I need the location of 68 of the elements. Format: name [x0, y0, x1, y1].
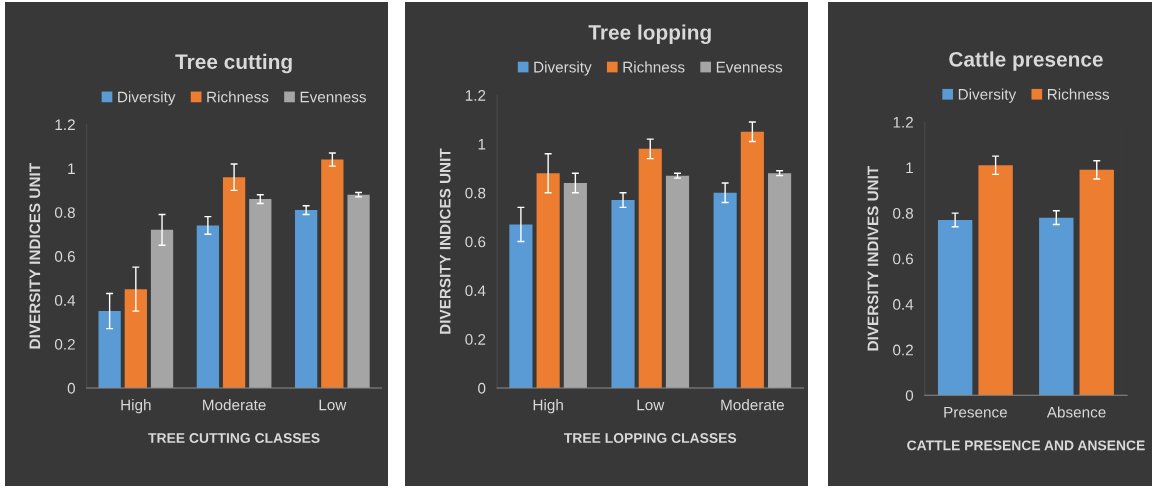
y-tick-label: 0.4 — [465, 285, 486, 297]
bar — [150, 229, 174, 388]
x-axis-title: TREE LOPPING CLASSES — [563, 433, 737, 443]
bar — [98, 311, 121, 388]
y-tick-label: 0.4 — [893, 299, 914, 310]
bar — [937, 219, 973, 396]
x-tick-label: High — [121, 399, 151, 414]
legend-label: Richness — [1047, 88, 1110, 100]
x-tick-label: Low — [637, 399, 665, 411]
x-tick-label: Absence — [1046, 406, 1106, 418]
chart-title: Cattle presence — [949, 51, 1103, 71]
bar — [563, 183, 587, 388]
chart-title: Tree cutting — [175, 53, 292, 74]
y-tick-label: 0.4 — [54, 294, 76, 306]
y-tick-label: 0.8 — [54, 207, 75, 218]
x-axis-title: TREE CUTTING CLASSES — [148, 433, 320, 443]
bar — [249, 199, 272, 388]
y-tick-label: 0 — [478, 382, 486, 394]
x-tick-label: High — [533, 399, 563, 414]
y-tick-label: 0.2 — [54, 338, 75, 350]
y-tick-label: 0.6 — [54, 251, 75, 262]
bar — [347, 194, 370, 388]
bar — [222, 177, 246, 388]
bar — [295, 210, 318, 388]
bar — [665, 175, 690, 388]
y-tick-label: 1 — [906, 162, 913, 174]
bar — [321, 159, 344, 388]
bar — [509, 224, 533, 388]
y-axis-title: DIVERSITY INDICES UNIT — [439, 148, 451, 334]
bar — [713, 192, 737, 388]
x-axis-title: CATTLE PRESENCE AND ANSENCE — [907, 440, 1145, 451]
y-tick-label: 1.2 — [465, 90, 486, 101]
legend-label: Diversity — [534, 61, 592, 76]
y-tick-label: 1.2 — [893, 116, 913, 128]
y-tick-label: 0.2 — [465, 334, 486, 345]
y-tick-label: 0.6 — [465, 236, 486, 248]
x-tick-label: Low — [319, 399, 347, 411]
y-tick-label: 0 — [905, 390, 914, 401]
bar — [536, 173, 560, 388]
y-tick-label: 1 — [478, 138, 486, 150]
legend-label: Diversity — [958, 88, 1017, 103]
chart-title: Tree lopping — [588, 24, 711, 45]
y-tick-label: 0.8 — [465, 187, 486, 199]
y-tick-label: 0.8 — [893, 207, 914, 219]
bar — [611, 200, 635, 388]
y-tick-label: 0.6 — [893, 253, 914, 265]
bar — [768, 173, 792, 388]
x-tick-label: Presence — [944, 406, 1007, 418]
y-tick-label: 0.2 — [893, 344, 913, 356]
bar — [196, 225, 220, 388]
y-tick-label: 1.2 — [55, 119, 75, 130]
legend-label: Richness — [623, 61, 685, 73]
legend-label: Richness — [207, 91, 269, 103]
bar — [1079, 169, 1114, 396]
y-axis-title: DIVERSITY INDICES UNIT — [29, 163, 41, 349]
bar — [638, 148, 662, 388]
x-tick-label: Moderate — [721, 399, 784, 411]
y-tick-label: 1 — [68, 163, 75, 174]
y-axis-title: DIVERSITY INDIVES UNIT — [867, 165, 879, 351]
x-tick-label: Moderate — [203, 399, 266, 411]
legend-label: Evenness — [716, 61, 783, 73]
legend-label: Evenness — [300, 91, 366, 103]
bar — [124, 289, 147, 388]
legend-label: Diversity — [118, 91, 176, 106]
y-tick-label: 0 — [67, 382, 75, 394]
bar — [740, 131, 764, 388]
bar — [1039, 217, 1074, 396]
bar — [978, 165, 1013, 396]
